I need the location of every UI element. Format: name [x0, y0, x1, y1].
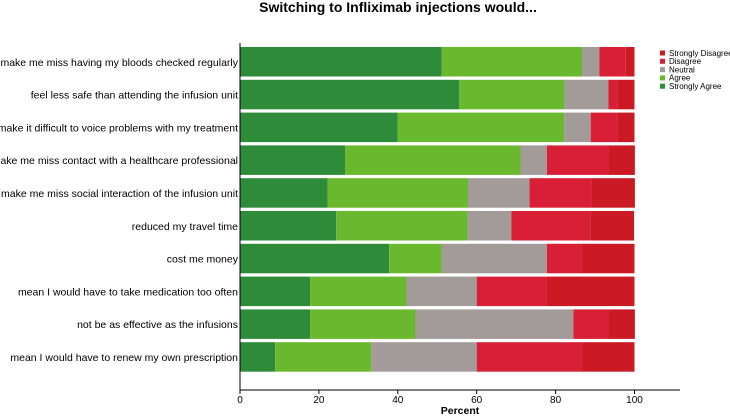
bar-segment-neutral-10 — [371, 342, 477, 372]
bar-segment-disagree-1 — [599, 47, 626, 77]
bar-segment-strongly-disagree-5 — [591, 178, 635, 208]
x-tick-label-40: 40 — [392, 395, 404, 406]
chart-title: Switching to Infliximab injections would… — [259, 0, 537, 15]
category-labels: make me miss having my bloods checked re… — [0, 57, 239, 364]
bar-segment-strongly-agree-8 — [240, 276, 311, 307]
bar-segment-agree-10 — [275, 342, 372, 372]
bar-segment-disagree-5 — [529, 178, 592, 208]
bar-segment-neutral-8 — [406, 276, 477, 307]
bar-segment-strongly-agree-10 — [240, 342, 276, 372]
category-label-1: make me miss having my bloods checked re… — [0, 57, 238, 69]
bar-segment-agree-5 — [327, 178, 469, 208]
bar-segment-disagree-7 — [546, 243, 583, 274]
legend-swatch-agree — [660, 75, 665, 81]
category-label-6: reduced my travel time — [132, 221, 238, 233]
bar-segment-agree-1 — [441, 47, 583, 77]
bar-segment-strongly-disagree-1 — [625, 47, 635, 77]
bar-segment-neutral-9 — [415, 309, 574, 339]
bar-segment-agree-6 — [336, 211, 468, 241]
bar-segment-neutral-3 — [564, 112, 591, 143]
category-label-7: cost me money — [167, 254, 239, 266]
bar-segment-strongly-agree-4 — [240, 145, 346, 175]
bar-segment-strongly-disagree-7 — [582, 243, 635, 274]
category-label-2: feel less safe than attending the infusi… — [31, 90, 238, 102]
category-label-9: not be as effective as the infusions — [77, 319, 238, 331]
category-label-10: mean I would have to renew my own prescr… — [10, 352, 238, 364]
bar-segment-agree-4 — [345, 145, 521, 175]
legend-swatch-strongly-disagree — [660, 50, 665, 56]
category-label-8: mean I would have to take medication too… — [18, 286, 238, 298]
bar-segment-neutral-6 — [467, 211, 512, 241]
legend-label-disagree: Disagree — [669, 57, 702, 66]
bar-segment-agree-2 — [459, 79, 565, 110]
bar-segment-strongly-disagree-8 — [546, 276, 635, 307]
bar-segment-strongly-agree-5 — [240, 178, 328, 208]
legend-label-neutral: Neutral — [669, 65, 695, 74]
bar-segment-strongly-disagree-4 — [608, 145, 635, 175]
bar-segment-strongly-disagree-3 — [617, 112, 635, 143]
legend-label-strongly-agree: Strongly Agree — [669, 82, 722, 91]
bar-segment-agree-3 — [397, 112, 565, 143]
bar-segment-strongly-agree-6 — [240, 211, 337, 241]
bar-segment-strongly-disagree-9 — [608, 309, 635, 339]
legend-swatch-strongly-agree — [660, 83, 665, 89]
bar-segment-disagree-3 — [590, 112, 618, 143]
legend-label-agree: Agree — [669, 74, 691, 83]
category-label-4: make me miss contact with a healthcare p… — [0, 155, 238, 167]
x-axis-ticks: 0 20 40 60 80 100 — [237, 390, 643, 406]
bar-segment-agree-7 — [389, 243, 442, 274]
bar-segment-strongly-agree-9 — [240, 309, 311, 339]
x-axis-title: Percent — [441, 405, 480, 417]
bar-segment-disagree-4 — [546, 145, 609, 175]
legend-label-strongly-disagree: Strongly Disagree — [669, 49, 730, 58]
bar-segment-strongly-agree-2 — [240, 79, 460, 110]
bar-segment-strongly-disagree-6 — [590, 211, 635, 241]
bar-segment-neutral-4 — [520, 145, 547, 175]
bar-segment-strongly-disagree-10 — [582, 342, 635, 372]
x-tick-label-100: 100 — [626, 395, 643, 406]
legend-swatch-disagree — [660, 58, 665, 64]
x-tick-label-60: 60 — [471, 395, 483, 406]
bar-segment-disagree-8 — [476, 276, 547, 307]
bar-segment-neutral-1 — [582, 47, 600, 77]
bar-segment-strongly-agree-1 — [240, 47, 442, 77]
category-label-5: make me miss social interaction of the i… — [1, 188, 238, 200]
x-tick-label-20: 20 — [313, 395, 325, 406]
bar-segment-neutral-2 — [564, 79, 609, 110]
x-tick-label-0: 0 — [237, 395, 243, 406]
legend-swatch-neutral — [660, 67, 665, 73]
bar-segment-disagree-10 — [476, 342, 583, 372]
bars-group — [240, 47, 635, 372]
bar-segment-disagree-6 — [511, 211, 591, 241]
x-tick-label-80: 80 — [550, 395, 562, 406]
bar-segment-neutral-7 — [441, 243, 547, 274]
bar-segment-strongly-disagree-2 — [617, 79, 635, 110]
bar-segment-neutral-5 — [468, 178, 530, 208]
bar-segment-strongly-agree-7 — [240, 243, 390, 274]
bar-segment-disagree-2 — [608, 79, 618, 110]
category-label-3: make it difficult to voice problems with… — [0, 122, 238, 134]
bar-segment-agree-9 — [310, 309, 416, 339]
bar-segment-strongly-agree-3 — [240, 112, 398, 143]
legend: Strongly DisagreeDisagreeNeutralAgreeStr… — [660, 49, 730, 91]
bar-segment-disagree-9 — [573, 309, 609, 339]
bar-segment-agree-8 — [310, 276, 407, 307]
